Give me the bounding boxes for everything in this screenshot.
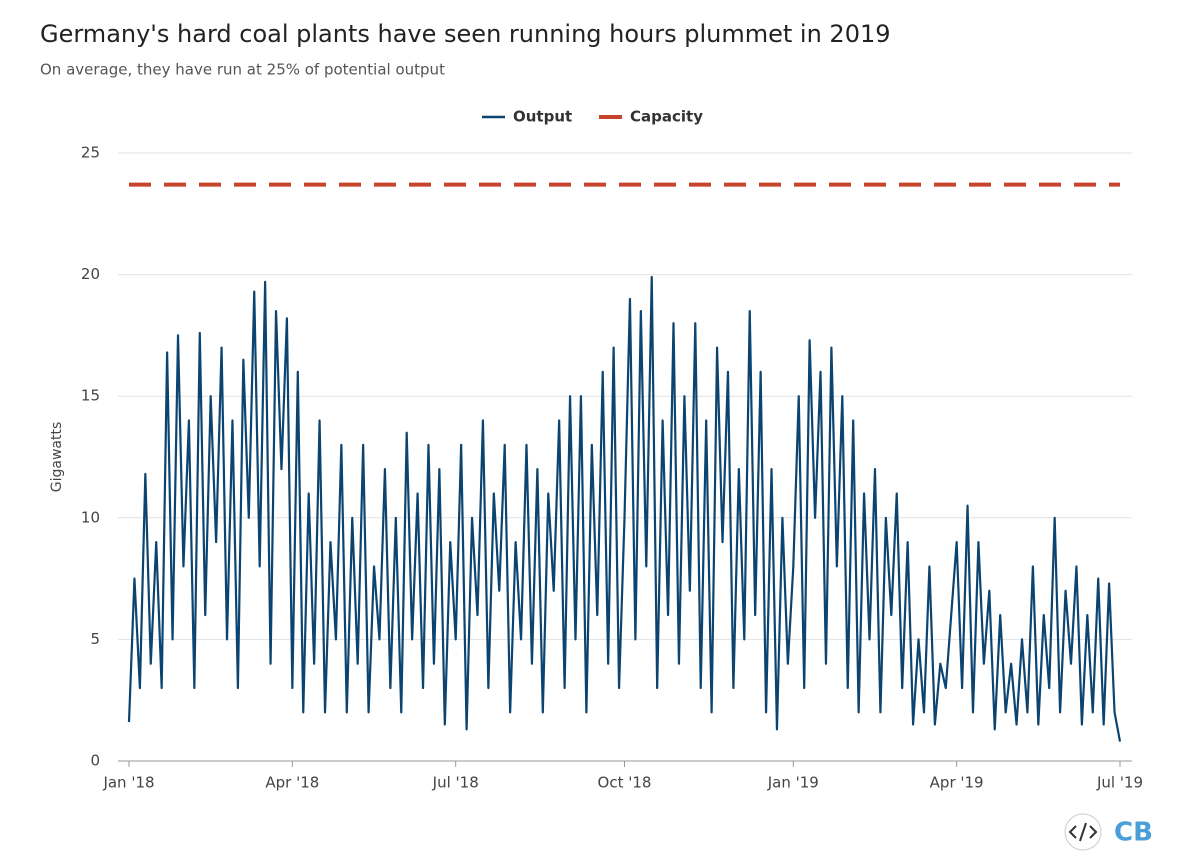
logo-group: CB xyxy=(1064,813,1153,851)
x-tick-label: Jan '18 xyxy=(102,774,154,792)
x-tick-label: Apr '18 xyxy=(265,774,319,792)
y-tick-label: 20 xyxy=(81,265,100,283)
x-tick-label: Apr '19 xyxy=(930,774,984,792)
embed-glyph xyxy=(1068,822,1098,842)
y-tick-label: 25 xyxy=(81,144,100,162)
chart-subtitle: On average, they have run at 25% of pote… xyxy=(40,61,445,79)
x-tick-label: Jan '19 xyxy=(767,774,819,792)
y-tick-label: 10 xyxy=(81,508,100,526)
y-tick-label: 0 xyxy=(90,752,100,770)
legend: Output Capacity xyxy=(482,108,703,126)
x-tick-label: Jul '19 xyxy=(1096,774,1143,792)
chart-title: Germany's hard coal plants have seen run… xyxy=(40,20,891,48)
legend-label: Capacity xyxy=(630,108,703,126)
y-axis-label: Gigawatts xyxy=(49,422,65,493)
legend-label: Output xyxy=(513,108,572,126)
logo: CB xyxy=(1114,818,1153,848)
x-tick-label: Jul '18 xyxy=(432,774,479,792)
y-tick-label: 5 xyxy=(90,630,100,648)
y-tick-label: 15 xyxy=(81,387,100,405)
series-line xyxy=(127,275,1122,742)
x-tick-label: Oct '18 xyxy=(598,774,652,792)
